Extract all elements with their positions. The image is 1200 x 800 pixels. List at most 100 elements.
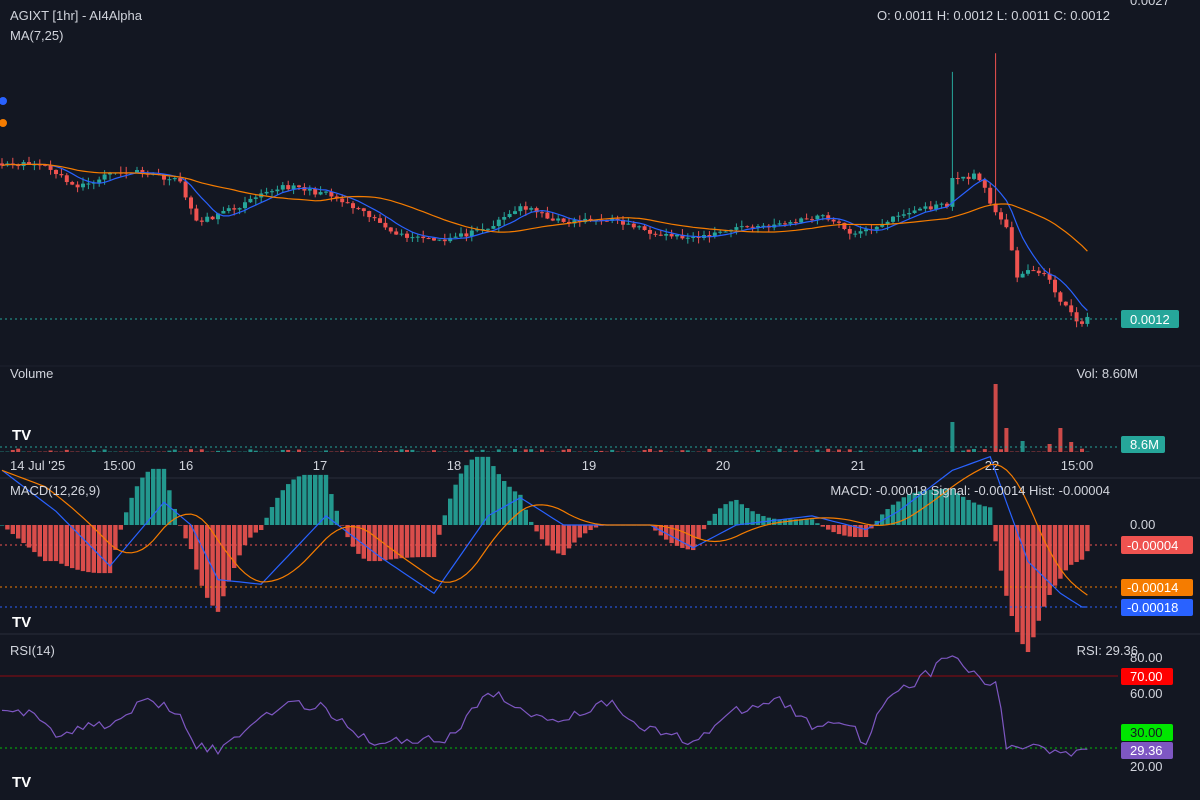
- macd-hist-bar: [928, 489, 933, 525]
- macd-hist-bar: [593, 525, 599, 528]
- macd-hist-bar: [145, 471, 150, 525]
- time-axis: 14 Jul '25 15:00 16 17 18 19 20 21 22 15…: [10, 458, 1093, 473]
- macd-hist-bar: [750, 511, 755, 525]
- volume-bar: [648, 448, 652, 452]
- macd-hist-tag-label: -0.00004: [1127, 538, 1178, 553]
- volume-bar: [172, 449, 177, 452]
- macd-hist-bar: [21, 525, 26, 544]
- macd-hist-bar: [32, 525, 37, 553]
- candle: [675, 234, 679, 240]
- macd-hist-bar: [458, 473, 464, 525]
- candle: [48, 160, 53, 175]
- macd-pane[interactable]: MACD(12,26,9) MACD: -0.00018 Signal: -0.…: [0, 455, 1193, 653]
- macd-hist-bar: [971, 502, 977, 525]
- macd-hist-bar: [998, 525, 1004, 571]
- macd-hist-bar: [172, 508, 177, 525]
- macd-hist-bar: [1020, 525, 1025, 645]
- volume-bar: [253, 450, 258, 452]
- candle: [907, 208, 912, 220]
- macd-hist-bar: [901, 497, 906, 525]
- tradingview-logo-macd: TV: [12, 614, 31, 631]
- candle: [318, 186, 323, 196]
- candle: [777, 220, 782, 227]
- macd-hist-bar: [912, 492, 917, 525]
- macd-hist-bar: [696, 525, 701, 539]
- candle: [70, 180, 75, 186]
- macd-hist-bar: [426, 525, 431, 558]
- volume-tag: [1121, 436, 1165, 453]
- candle: [804, 213, 809, 220]
- candle: [761, 223, 766, 229]
- candle: [1080, 318, 1084, 327]
- volume-bar: [1020, 441, 1025, 452]
- rsi-value: RSI: 29.36: [1077, 643, 1138, 658]
- candle: [680, 229, 685, 240]
- macd-hist-bar: [1063, 525, 1068, 571]
- candle: [961, 176, 966, 182]
- volume-bar: [912, 449, 917, 452]
- candle: [221, 206, 226, 214]
- macd-hist-bar: [534, 525, 539, 532]
- candle: [210, 215, 215, 220]
- macd-hist-bar: [280, 490, 285, 525]
- candle: [64, 173, 69, 186]
- candle: [1020, 271, 1025, 278]
- macd-hist-bar: [728, 501, 734, 525]
- macd-hist-bar: [367, 525, 372, 562]
- candle: [199, 217, 204, 226]
- macd-hist-bar: [286, 484, 291, 525]
- candle: [685, 233, 690, 244]
- macd-hist-bar: [664, 525, 669, 540]
- macd-hist-bar: [156, 468, 161, 525]
- volume-bar: [540, 449, 544, 452]
- macd-hist-bar: [307, 474, 312, 525]
- ma-fast-marker: [0, 97, 7, 105]
- volume-bar: [642, 449, 647, 452]
- macd-hist-bar: [448, 498, 453, 525]
- macd-hist-bar: [583, 525, 588, 534]
- volume-bar: [756, 450, 760, 452]
- macd-hist-bar: [761, 516, 766, 525]
- candle: [874, 225, 879, 234]
- macd-hist-bar: [302, 474, 307, 525]
- macd-hist-bar: [680, 525, 685, 548]
- macd-hist-bar: [323, 474, 329, 525]
- macd-hist-bar: [718, 508, 723, 525]
- macd-hist-bar: [237, 525, 242, 556]
- macd-hist-bar: [1009, 525, 1014, 616]
- macd-hist-bar: [275, 497, 280, 525]
- price-pane[interactable]: AGIXT [1hr] - AI4Alpha MA(7,25) O: 0.001…: [0, 0, 1179, 328]
- macd-hist-bar: [1079, 525, 1085, 560]
- candle: [988, 182, 993, 206]
- candle: [923, 202, 928, 213]
- macd-hist-bar: [820, 525, 825, 527]
- candle: [502, 212, 507, 226]
- macd-hist-bar: [1058, 525, 1063, 579]
- macd-hist-bar: [453, 484, 458, 525]
- candle: [1009, 221, 1014, 251]
- last-price-tag: [1121, 310, 1179, 328]
- macd-hist-bar: [966, 499, 971, 525]
- candle: [248, 195, 253, 203]
- candle: [378, 214, 382, 223]
- volume-bar: [918, 448, 922, 452]
- volume-bar: [707, 448, 712, 452]
- volume-pane[interactable]: Volume Vol: 8.60M 8.6M TV: [0, 366, 1165, 453]
- volume-bar: [199, 449, 204, 452]
- macd-signal-line: [1, 463, 1088, 596]
- macd-hist-bar: [923, 490, 928, 525]
- macd-hist-bar: [134, 486, 140, 525]
- candle: [86, 177, 91, 190]
- macd-hist-bar: [588, 525, 593, 531]
- macd-hist-bar: [950, 488, 955, 525]
- macd-hist-bar: [210, 525, 215, 606]
- volume-bar: [1004, 428, 1009, 452]
- candle: [275, 185, 280, 195]
- volume-bar: [340, 450, 345, 452]
- volume-bar: [966, 449, 971, 452]
- volume-bar: [102, 449, 107, 452]
- macd-hist-bar: [545, 525, 550, 546]
- macd-hist-bar: [437, 525, 442, 535]
- rsi-pane[interactable]: RSI(14) RSI: 29.36 80.00 70.00 60.00 30.…: [0, 643, 1173, 791]
